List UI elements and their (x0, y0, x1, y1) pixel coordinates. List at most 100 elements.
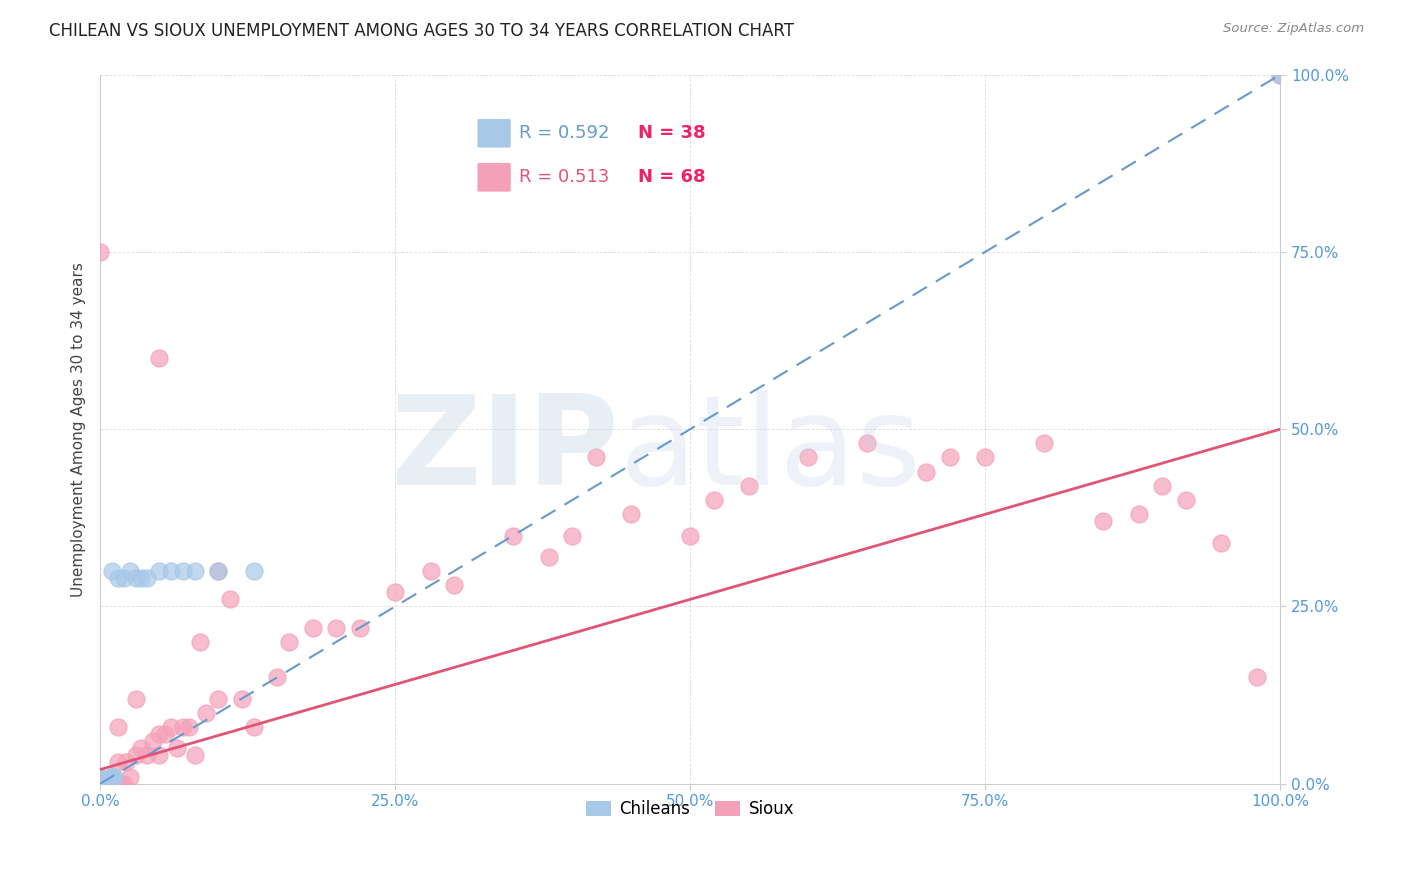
Point (112, 777, 135, 791)
Point (166, 741, 188, 756)
Point (100, 770, 122, 784)
Point (183, 748, 205, 763)
Point (115, 756, 138, 770)
Point (620, 507, 643, 521)
Point (419, 564, 441, 578)
Point (96, 773, 118, 788)
Point (89, 777, 111, 791)
Point (915, 465, 938, 479)
Legend: Chileans, Sioux: Chileans, Sioux (579, 794, 801, 825)
Point (107, 720, 129, 734)
Point (94, 773, 117, 788)
Point (98, 777, 121, 791)
Point (183, 564, 205, 578)
Point (1152, 479, 1174, 493)
Point (1092, 514, 1115, 528)
Point (301, 621, 323, 635)
Point (89, 773, 111, 788)
Text: ZIP: ZIP (391, 390, 620, 511)
Point (190, 635, 212, 649)
Point (160, 564, 183, 578)
Point (537, 549, 560, 564)
Point (349, 621, 371, 635)
Point (89, 773, 111, 788)
Point (207, 691, 229, 706)
Point (89, 777, 111, 791)
Point (110, 777, 132, 791)
Point (148, 727, 170, 741)
Point (97, 773, 120, 788)
Point (103, 777, 125, 791)
Point (278, 635, 301, 649)
Point (219, 592, 242, 607)
Point (94, 777, 117, 791)
Point (561, 528, 583, 542)
Point (1270, 68, 1292, 82)
Point (136, 571, 159, 585)
Point (101, 564, 124, 578)
Point (131, 741, 153, 756)
Point (153, 727, 176, 741)
Point (96, 777, 118, 791)
Point (738, 479, 761, 493)
Point (101, 777, 124, 791)
Y-axis label: Unemployment Among Ages 30 to 34 years: Unemployment Among Ages 30 to 34 years (72, 261, 86, 597)
Point (136, 748, 159, 763)
Point (856, 436, 879, 450)
Point (384, 585, 406, 599)
Point (107, 756, 129, 770)
Point (131, 571, 153, 585)
Point (107, 571, 129, 585)
Point (103, 770, 125, 784)
Point (89, 771, 111, 785)
Point (325, 621, 347, 635)
Text: atlas: atlas (620, 390, 921, 511)
Point (124, 748, 146, 763)
Point (266, 670, 288, 684)
Point (101, 770, 124, 784)
Point (118, 564, 141, 578)
Point (148, 351, 170, 366)
Point (89, 777, 111, 791)
Point (89, 777, 111, 791)
Point (172, 720, 194, 734)
Point (207, 564, 229, 578)
Point (112, 571, 135, 585)
Point (89, 772, 111, 787)
Point (1175, 493, 1198, 508)
Point (1211, 535, 1233, 549)
Point (160, 720, 183, 734)
Point (118, 770, 141, 784)
Point (172, 564, 194, 578)
Point (89, 777, 111, 791)
Point (797, 450, 820, 465)
Point (89, 777, 111, 791)
Point (94, 777, 117, 791)
Point (89, 777, 111, 791)
Text: CHILEAN VS SIOUX UNEMPLOYMENT AMONG AGES 30 TO 34 YEARS CORRELATION CHART: CHILEAN VS SIOUX UNEMPLOYMENT AMONG AGES… (49, 22, 794, 40)
Point (93, 777, 115, 791)
Point (89, 244, 111, 259)
Point (1270, 68, 1292, 82)
Point (502, 528, 524, 542)
Point (124, 691, 146, 706)
Point (679, 528, 702, 542)
Point (124, 571, 146, 585)
Point (939, 450, 962, 465)
Point (1033, 436, 1056, 450)
Point (142, 734, 165, 748)
Point (89, 777, 111, 791)
Point (98, 773, 121, 788)
Text: Source: ZipAtlas.com: Source: ZipAtlas.com (1223, 22, 1364, 36)
Point (195, 706, 218, 720)
Point (974, 450, 997, 465)
Point (94, 773, 117, 788)
Point (89, 773, 111, 788)
Point (585, 450, 607, 465)
Point (177, 720, 200, 734)
Point (89, 777, 111, 791)
Point (93, 777, 115, 791)
Point (89, 772, 111, 786)
Point (89, 770, 111, 784)
Point (231, 691, 253, 706)
